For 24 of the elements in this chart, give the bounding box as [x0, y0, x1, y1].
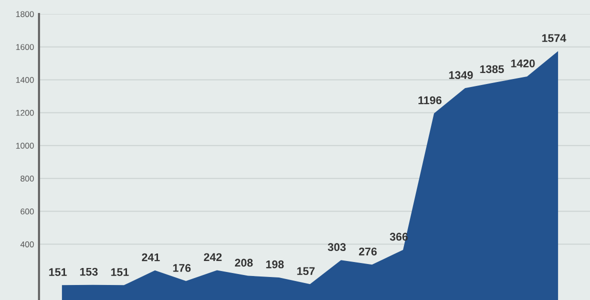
data-label: 242: [204, 253, 222, 261]
data-label: 1420: [511, 59, 535, 68]
data-label: 198: [266, 260, 284, 268]
data-label: 1349: [449, 71, 473, 80]
y-tick-label: 600: [20, 208, 34, 214]
data-label: 1574: [542, 34, 566, 42]
data-label: 276: [358, 248, 377, 256]
y-tick-label: 1400: [16, 76, 34, 83]
y-tick-label: 800: [20, 176, 34, 182]
data-label: 208: [234, 258, 253, 267]
data-label: 1385: [480, 65, 504, 74]
data-label: 241: [142, 253, 160, 262]
y-tick-label: 1000: [16, 142, 34, 149]
data-label: 176: [173, 264, 191, 272]
y-tick-label: 1800: [16, 11, 34, 18]
y-tick-label: 1200: [16, 110, 34, 116]
data-label: 303: [328, 243, 346, 252]
y-tick-label: 400: [20, 241, 34, 248]
data-label: 151: [49, 268, 67, 276]
data-label: 157: [297, 267, 315, 276]
data-label: 151: [111, 268, 129, 276]
data-label: 1196: [418, 96, 442, 104]
data-label: 153: [80, 268, 98, 276]
y-tick-label: 1600: [16, 44, 34, 50]
